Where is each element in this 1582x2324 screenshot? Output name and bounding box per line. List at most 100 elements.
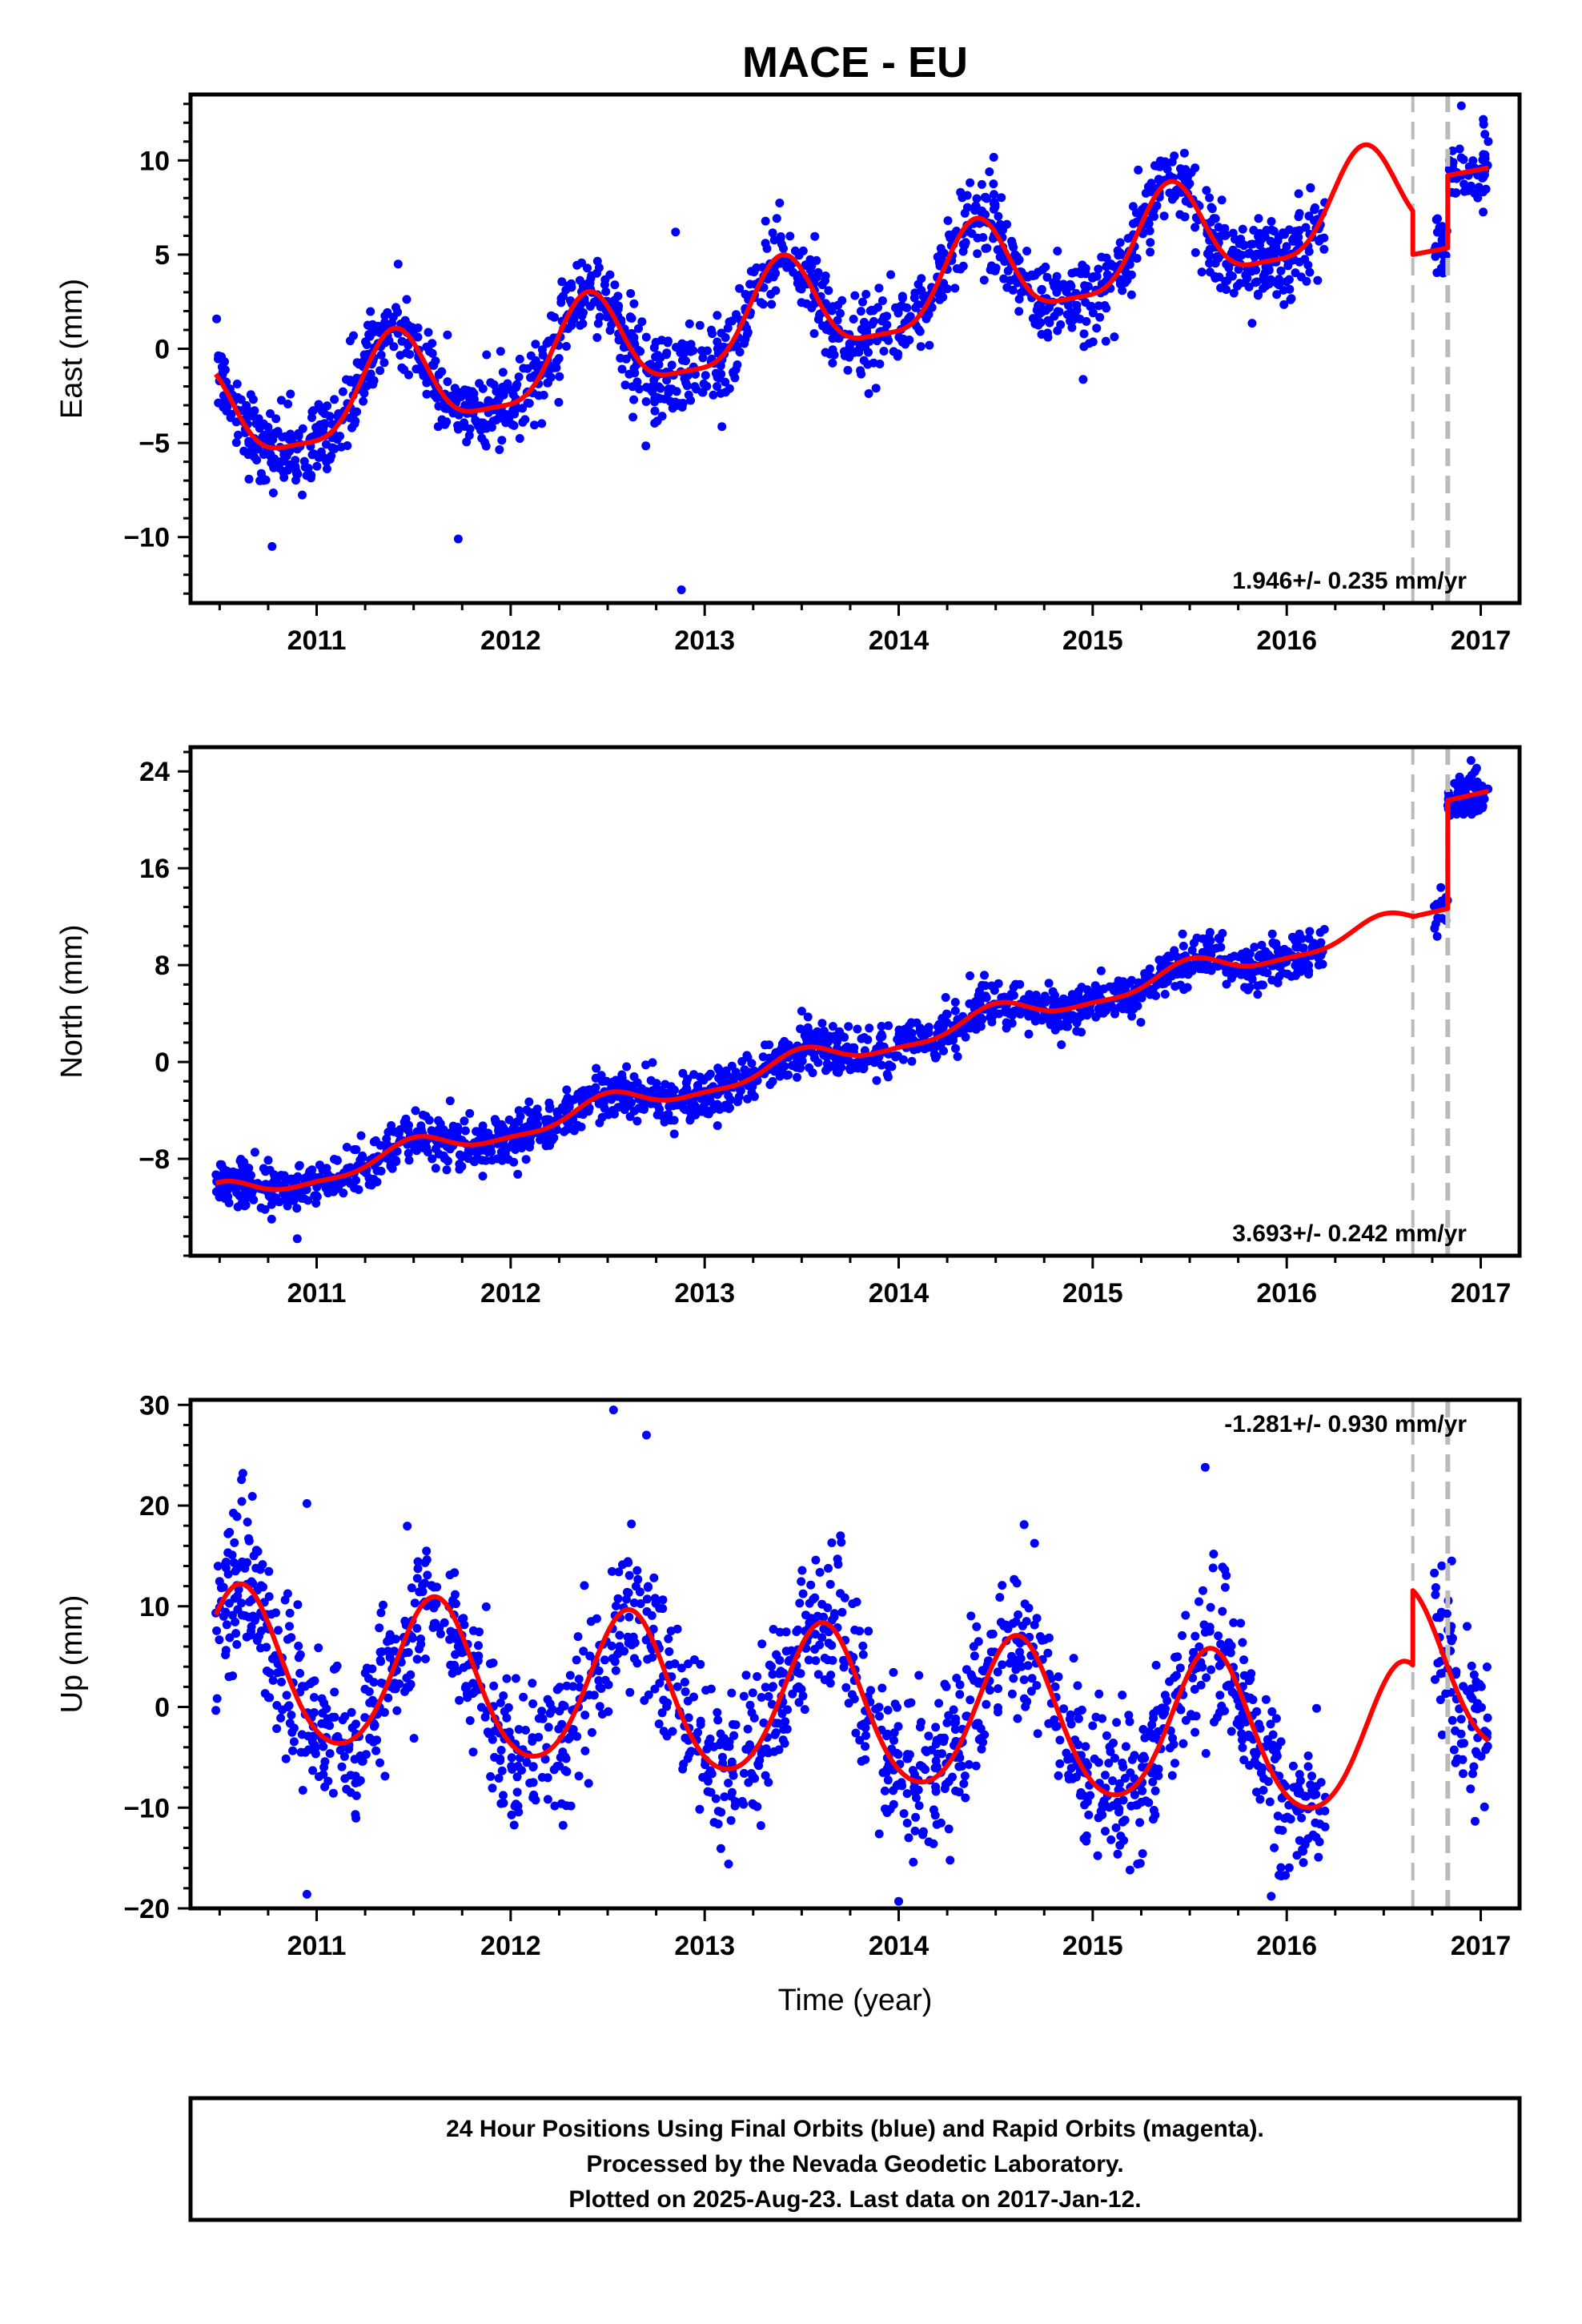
up-point [1435,1695,1445,1704]
up-point [507,1810,516,1819]
east-point [861,290,871,299]
east-point [459,420,468,430]
up-point [971,1761,981,1771]
up-point [1312,1703,1321,1713]
east-point [1302,276,1311,286]
up-point [225,1527,235,1537]
north-point [732,1069,741,1079]
north-point [1229,969,1239,979]
east-point [1310,216,1319,225]
up-point [212,1626,222,1635]
up-point [743,1724,753,1734]
north-point [1318,959,1327,969]
east-point [349,408,359,418]
north-point [312,1191,321,1200]
east-point [977,179,986,189]
up-point [1458,1755,1468,1764]
north-point [339,1188,348,1198]
east-point [910,288,920,298]
north-point [1146,990,1155,999]
up-point [806,1580,816,1590]
up-point [1222,1570,1231,1580]
up-point [1229,1618,1239,1627]
east-point [1110,332,1119,342]
up-point [282,1691,291,1700]
east-point [875,360,885,368]
north-point [1431,919,1440,929]
north-point [607,1095,616,1104]
east-point [1236,235,1246,243]
east-point [999,274,1009,283]
up-point [1214,1631,1223,1641]
up-point [668,1727,677,1736]
up-point [584,1779,593,1788]
up-point [562,1681,572,1691]
east-point [1162,164,1172,174]
east-point [667,360,677,370]
east-point [433,422,443,432]
up-point [1055,1735,1065,1745]
east-point [766,290,776,299]
up-point [622,1594,631,1604]
east-point [721,377,730,387]
north-point [1005,1009,1014,1019]
east-point [1181,196,1191,206]
up-point [657,1708,667,1718]
north-point [267,1200,276,1209]
north-point [1258,950,1267,959]
up-point [1133,1860,1142,1869]
east-point [212,314,222,324]
east-point [897,292,907,301]
north-point [689,1070,699,1080]
east-point [873,336,881,346]
east-point [913,300,922,309]
up-point [858,1650,868,1659]
east-point [312,461,322,471]
north-point [269,1170,279,1180]
north-point [994,979,1003,988]
east-point [1038,265,1047,275]
up-point [892,1748,901,1758]
north-point [1050,1012,1059,1022]
east-point [721,333,730,342]
up-point [379,1600,387,1610]
up-point [1112,1718,1122,1727]
up-point [595,1702,604,1711]
east-point [1249,226,1259,235]
up-point [761,1771,770,1780]
east-point [668,404,677,413]
east-point [836,308,845,318]
east-point [785,231,795,241]
up-point [1267,1707,1277,1716]
up-point [757,1749,766,1759]
north-point [1050,991,1059,1000]
east-point [614,336,624,345]
up-point [914,1801,924,1811]
north-point [1093,983,1102,993]
north-point [951,1043,960,1053]
east-point [1480,130,1490,139]
east-point [864,348,873,357]
north-point [1179,985,1189,995]
east-point [874,283,884,293]
up-point [962,1665,971,1675]
up-point [422,1546,432,1556]
up-point [490,1727,500,1735]
east-point [585,302,595,312]
up-point [1015,1647,1025,1657]
east-point [428,360,437,370]
north-point [576,1122,586,1132]
north-point [765,1080,775,1089]
east-point [979,275,989,285]
up-point [227,1610,237,1620]
up-point [574,1675,584,1684]
east-x-tick-label: 2015 [1062,625,1123,656]
up-point [1189,1647,1199,1657]
east-point [283,432,293,441]
up-point [967,1672,977,1682]
north-point [1257,980,1267,990]
east-point [1306,183,1315,193]
east-point [366,307,375,316]
east-point [707,325,716,335]
north-point [656,1086,665,1095]
